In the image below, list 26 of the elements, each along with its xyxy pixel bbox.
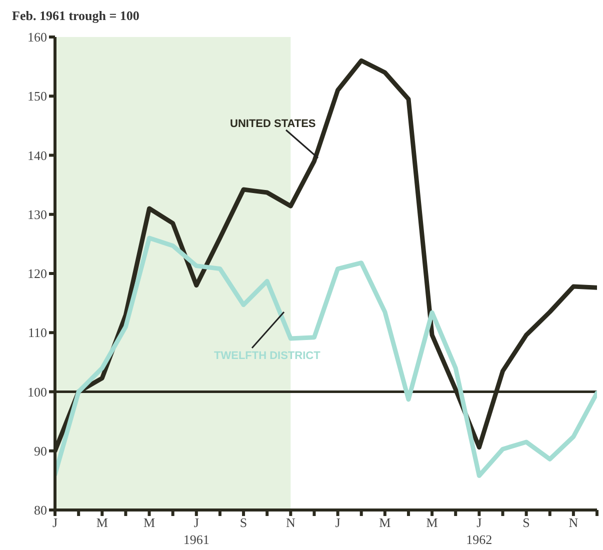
x-tick-label: J <box>476 515 482 530</box>
text: 1961 <box>182 532 210 548</box>
series-label: UNITED STATES <box>230 118 316 130</box>
y-tick-label: 110 <box>28 325 47 340</box>
x-tick-label: J <box>194 515 199 530</box>
x-tick-label: N <box>286 515 296 530</box>
y-tick-label: 130 <box>28 206 47 222</box>
y-axis-title: Feb. 1961 trough = 100 <box>12 8 140 24</box>
y-tick-label: 90 <box>34 443 47 458</box>
y-tick-label: 140 <box>28 148 47 163</box>
x-tick-label: M <box>379 515 392 530</box>
x-tick-label: M <box>143 515 156 530</box>
x-tick-label: S <box>240 515 248 530</box>
y-tick-label: 160 <box>28 30 47 45</box>
series-label: TWELFTH DISTRICT <box>214 350 320 362</box>
x-tick-label: J <box>52 515 58 530</box>
y-tick-label: 150 <box>28 88 47 104</box>
x-tick-label: N <box>568 515 579 530</box>
y-tick-label: 80 <box>34 502 47 518</box>
x-tick-label: M <box>96 515 108 530</box>
x-tick-label: S <box>522 515 530 530</box>
y-tick-label: 100 <box>28 384 47 400</box>
x-tick-label: J <box>335 515 340 530</box>
y-tick-label: 120 <box>28 266 47 282</box>
text: 1962 <box>465 532 494 548</box>
x-tick-label: M <box>426 515 438 530</box>
